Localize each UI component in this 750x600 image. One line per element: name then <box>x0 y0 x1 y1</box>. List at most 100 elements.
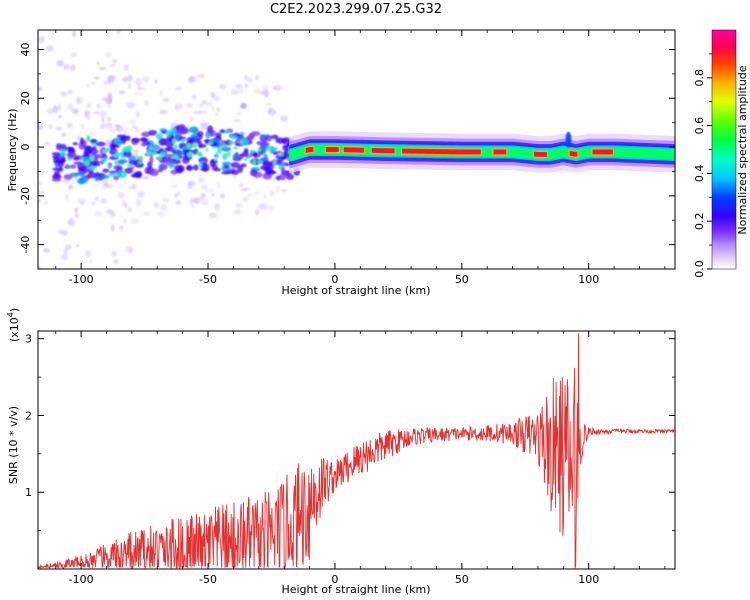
spectrogram-feature <box>263 89 269 98</box>
spectrogram-cell <box>157 155 162 161</box>
spectrogram-cell <box>240 163 247 168</box>
colorbar-tick-label: 0.0 <box>693 260 706 278</box>
spectrogram-cell <box>63 165 71 169</box>
spectrogram-cell <box>123 75 128 83</box>
spectrogram-cell <box>210 137 220 143</box>
spectrogram-cell <box>198 153 203 157</box>
spectrogram-cell <box>210 129 216 137</box>
spectrogram-cell <box>249 149 256 153</box>
spectrogram-cell <box>83 153 90 159</box>
spectrogram-cell <box>192 143 198 146</box>
spectrogram-cell <box>43 248 51 253</box>
spectrogram-cell <box>211 105 215 112</box>
spectrogram-cell <box>123 63 130 71</box>
spectrogram-cell <box>214 96 221 102</box>
spectrogram-cell <box>112 59 118 63</box>
spectrogram-cell <box>158 137 167 146</box>
spectrogram-cell <box>266 145 272 149</box>
spectrogram-cell <box>216 182 221 188</box>
spectrogram-cell <box>273 85 283 92</box>
spectrogram-cell <box>162 198 170 204</box>
spectrogram-cell <box>198 110 208 114</box>
spectrogram-cell <box>146 150 151 155</box>
spectrogram-cell <box>48 124 53 130</box>
spectrogram-y-tick-label: -40 <box>19 236 32 254</box>
spectrogram-cell <box>131 183 137 190</box>
colorbar-tick-label: 0.2 <box>693 212 706 230</box>
spectrogram-cell <box>91 81 96 86</box>
spectrogram-cell <box>131 137 141 143</box>
spectrogram-cell <box>255 75 259 81</box>
spectrogram-cell <box>263 153 268 162</box>
spectrogram-cell <box>167 161 175 169</box>
spectrogram-cell <box>65 244 72 250</box>
spectrogram-cell <box>102 150 109 153</box>
spectrogram-cell <box>92 183 101 187</box>
spectrogram-cell <box>142 75 149 83</box>
colorbar-tick-label: 0.4 <box>693 165 706 183</box>
spectrogram-cell <box>84 111 88 118</box>
spectrogram-cell <box>208 141 214 145</box>
spectrogram-cell <box>197 140 203 149</box>
spectrogram-cell <box>118 225 124 231</box>
spectrogram-cell <box>170 156 177 159</box>
spectrogram-cell <box>105 122 113 130</box>
spectrogram-cell <box>230 161 241 168</box>
colorbar-label: Normalized spectral amplitude <box>736 65 749 234</box>
spectrogram-cell <box>87 172 98 179</box>
spectrogram-cell <box>261 84 270 91</box>
spectrogram-cell <box>217 146 223 153</box>
spectrogram-cell <box>266 206 275 211</box>
spectrogram-cell <box>275 185 281 193</box>
spectrogram-cell <box>198 176 205 183</box>
spectrogram-cell <box>198 197 204 201</box>
spectrogram-cell <box>124 167 133 174</box>
spectrogram-cell <box>160 152 165 157</box>
spectrogram-cell <box>269 190 275 197</box>
spectrogram-cell <box>159 109 168 115</box>
spectrogram-cell <box>237 165 244 173</box>
spectrogram-cell <box>201 162 208 170</box>
spectrogram-cell <box>128 119 137 125</box>
spectrogram-y-tick-label: 40 <box>19 43 32 57</box>
snr-x-tick-label: -50 <box>199 573 217 586</box>
spectrogram-cell <box>205 148 209 151</box>
spectrogram-cell <box>141 131 151 138</box>
spectrogram-cell <box>117 159 125 165</box>
spectrogram-cell <box>130 173 140 178</box>
spectrogram-cell <box>254 88 261 94</box>
spectrogram-cell <box>61 132 67 138</box>
spectrogram-cell <box>80 124 85 129</box>
spectrogram-cell <box>211 193 216 197</box>
spectrogram-x-tick-label: -50 <box>199 273 217 286</box>
spectrogram-cell <box>101 157 107 163</box>
spectrogram-feature <box>240 102 247 109</box>
colorbar-tick-label: 0.6 <box>693 117 706 135</box>
spectrogram-cell <box>253 151 258 158</box>
spectrogram-cell <box>162 97 170 103</box>
spectrogram-cell <box>181 139 185 143</box>
spectrogram-cell <box>272 177 276 181</box>
spectrogram-cell <box>216 107 221 113</box>
spectrogram-cell <box>60 151 66 156</box>
spectrogram-cell <box>236 111 242 116</box>
spectrogram-x-tick-label: 50 <box>455 273 469 286</box>
spectrogram-cell <box>174 192 179 198</box>
spectrogram-cell <box>222 152 228 161</box>
spectrogram-cell <box>94 196 99 201</box>
spectrogram-cell <box>80 166 89 174</box>
spectrogram-cell <box>60 143 67 150</box>
spectrogram-cell <box>125 147 130 153</box>
spectrogram-cell <box>175 200 182 205</box>
spectrogram-x-tick-label: -100 <box>69 273 94 286</box>
spectrogram-x-tick-label: 0 <box>331 273 338 286</box>
spectrogram-cell <box>119 137 124 141</box>
spectrogram-cell <box>38 181 43 186</box>
spectrogram-cell <box>176 169 183 174</box>
spectrogram-cell <box>113 165 123 170</box>
spectrogram-cell <box>141 141 147 147</box>
spectrogram-cell <box>136 87 145 91</box>
spectrogram-cell <box>214 112 219 116</box>
spectrogram-cell <box>135 77 142 86</box>
